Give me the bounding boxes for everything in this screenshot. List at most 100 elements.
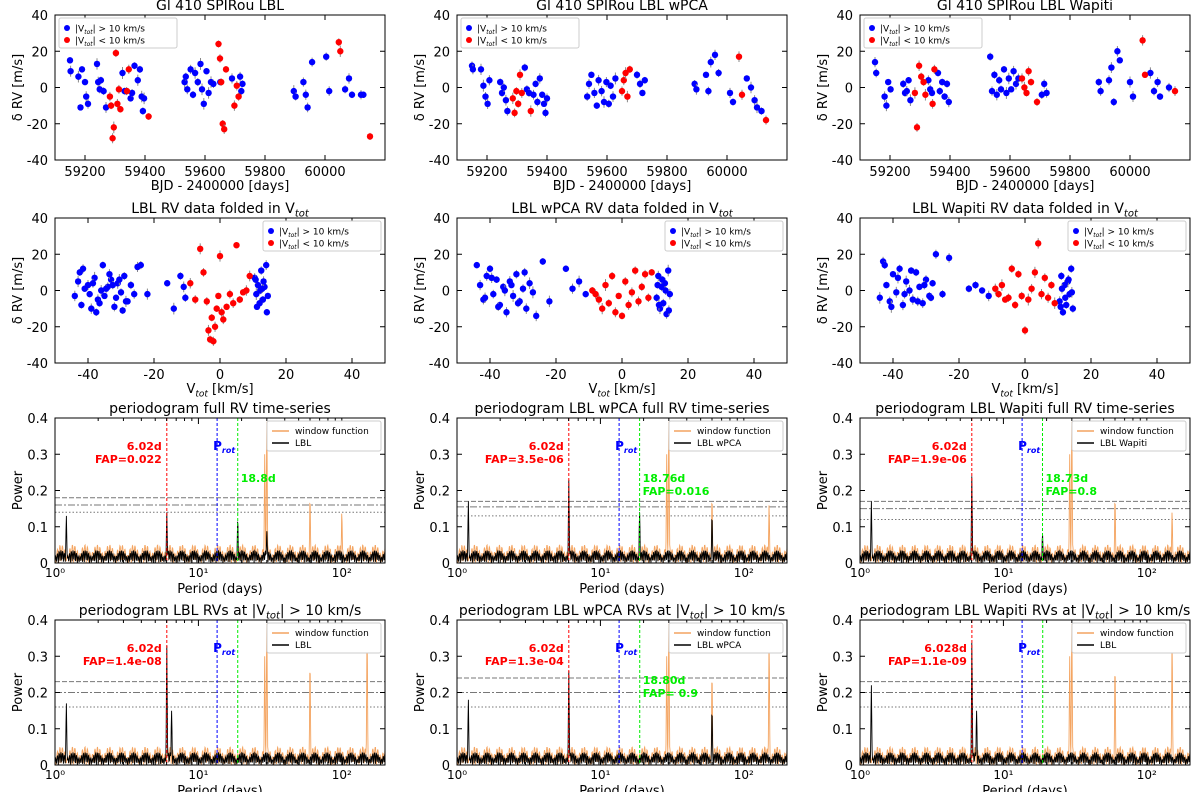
x-tick-label: 10¹	[590, 768, 610, 782]
data-point	[758, 107, 765, 115]
data-point	[518, 89, 525, 97]
window-function-curve	[457, 421, 787, 563]
data-point	[707, 58, 714, 66]
y-tick-label: 20	[31, 248, 48, 263]
data-point	[200, 100, 207, 108]
data-point	[98, 287, 105, 294]
x-tick-label: 59600	[184, 165, 225, 180]
x-tick-label: 10⁰	[447, 566, 467, 580]
data-point	[511, 109, 518, 117]
chart-ts-wpca: Gl 410 SPIRou LBL wPCA BJD - 2400000 [day…	[413, 0, 788, 194]
data-point	[1021, 84, 1028, 91]
x-tick-label: 10¹	[590, 566, 610, 580]
data-point	[180, 283, 187, 291]
data-point	[136, 66, 144, 73]
periodogram-curve	[55, 512, 385, 563]
x-tick-label: 59800	[244, 165, 285, 180]
legend-box	[668, 622, 784, 654]
data-point	[119, 69, 126, 77]
data-point	[1154, 78, 1161, 86]
y-tick-label: 0	[40, 759, 48, 774]
x-tick-label: 10¹	[993, 768, 1013, 782]
y-tick-label: -40	[27, 154, 48, 169]
data-point	[304, 104, 311, 111]
data-point	[215, 292, 222, 300]
x-tick-label: 59200	[869, 165, 910, 180]
y-tick-label: 0.3	[27, 650, 48, 665]
legend: window function LBL	[266, 622, 382, 654]
data-point	[530, 91, 537, 98]
data-point	[184, 86, 191, 93]
data-point	[612, 309, 619, 316]
data-point	[170, 305, 177, 312]
data-point	[602, 281, 609, 289]
chart-fold-lbl: LBL RV data folded in Vtot​ Vtot​ [km/s] δ…	[11, 201, 386, 399]
data-point	[513, 270, 520, 278]
data-point	[218, 309, 225, 316]
x-tick-label: -20	[143, 368, 164, 383]
data-point	[885, 78, 892, 86]
data-point	[655, 301, 663, 309]
green-peak-label: 18.73d	[1045, 472, 1088, 485]
legend-text: |Vtot​| < 10 km/s	[75, 37, 145, 48]
legend-marker	[64, 37, 70, 43]
data-point	[226, 290, 234, 298]
data-point	[1114, 48, 1121, 55]
y-tick-label: 0.4	[429, 412, 450, 427]
legend-box	[460, 17, 580, 49]
data-point	[1041, 274, 1049, 282]
x-axis-label: BJD - 2400000 [days]	[553, 179, 692, 194]
data-point	[747, 84, 755, 91]
y-tick-label: 0.4	[27, 412, 48, 427]
data-point	[1165, 84, 1173, 91]
data-point	[751, 96, 758, 104]
data-point	[931, 66, 938, 73]
data-point	[239, 80, 246, 88]
legend-text: |Vtot​| < 10 km/s	[477, 37, 547, 48]
data-point	[909, 296, 916, 303]
y-tick-label: 0.1	[27, 521, 48, 536]
data-point	[515, 100, 522, 108]
legend-text: |Vtot​| < 10 km/s	[681, 240, 751, 251]
data-point	[308, 58, 316, 66]
y-tick-label: 0	[40, 82, 48, 97]
data-point	[198, 86, 206, 93]
data-point	[131, 62, 138, 69]
data-point	[883, 281, 890, 289]
legend-text: |Vtot​| > 10 km/s	[75, 25, 145, 36]
y-tick-label: 0	[845, 82, 853, 97]
data-point	[210, 80, 217, 88]
data-point	[366, 133, 374, 140]
red-fap-label: FAP=1.1e-09	[888, 655, 967, 668]
data-point	[76, 269, 83, 276]
y-tick-label: 20	[433, 248, 450, 263]
y-tick-label: 20	[31, 45, 48, 60]
x-tick-label: 59400	[124, 165, 165, 180]
legend-text: |Vtot​| < 10 km/s	[1084, 240, 1154, 251]
data-point	[140, 95, 148, 102]
data-point	[1059, 309, 1067, 316]
y-tick-label: 0.3	[429, 650, 450, 665]
y-tick-label: -20	[27, 118, 48, 133]
legend: |Vtot​| > 10 km/s|Vtot​| < 10 km/s	[58, 17, 178, 49]
data-point	[236, 73, 244, 80]
data-point	[1156, 93, 1164, 100]
plot-area	[55, 418, 385, 563]
data-point	[886, 298, 893, 305]
data-point	[238, 87, 245, 95]
data-point	[477, 66, 485, 73]
x-axis-label: BJD - 2400000 [days]	[956, 179, 1095, 194]
red-fap-label: FAP=0.022	[95, 453, 162, 466]
red-peak-label: 6.02d	[932, 440, 967, 453]
data-point	[1095, 78, 1103, 86]
data-point	[645, 294, 652, 301]
data-point	[187, 280, 194, 287]
y-tick-label: 0.3	[27, 448, 48, 463]
data-point	[78, 301, 85, 309]
data-point	[117, 106, 124, 113]
data-point	[622, 69, 629, 77]
data-point	[125, 66, 132, 73]
data-point	[144, 290, 151, 298]
data-point	[762, 116, 770, 124]
data-point	[231, 102, 238, 109]
